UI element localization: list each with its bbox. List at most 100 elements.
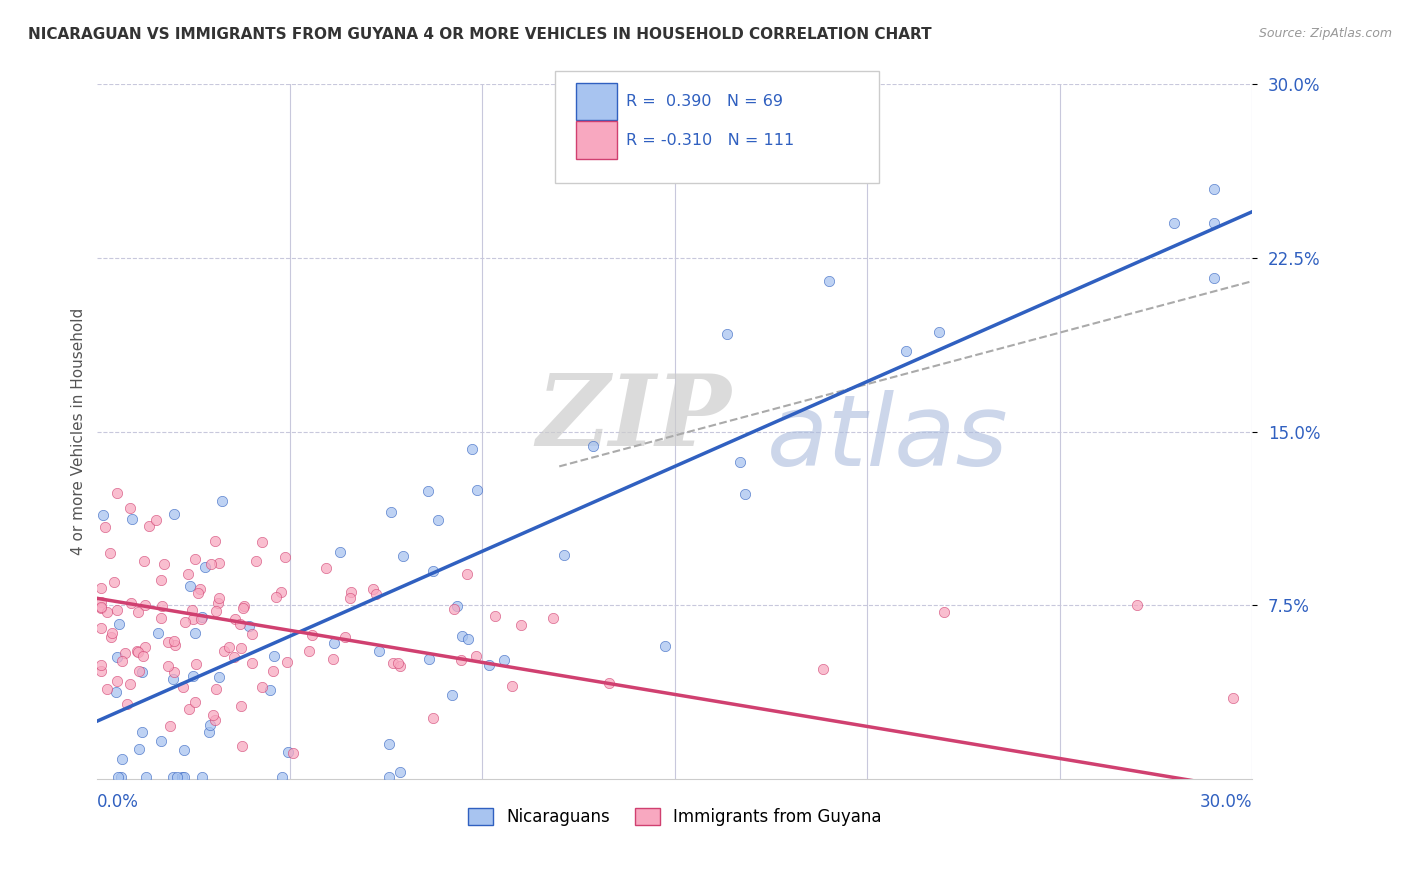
Point <box>218 640 240 654</box>
Point <box>817 274 839 288</box>
Point <box>163 665 186 680</box>
Text: Source: ZipAtlas.com: Source: ZipAtlas.com <box>1258 27 1392 40</box>
Point <box>380 505 402 519</box>
Point <box>934 605 956 619</box>
Point <box>456 566 478 581</box>
Point <box>111 654 134 668</box>
Point <box>138 518 160 533</box>
Point <box>333 630 356 644</box>
Point <box>366 587 388 601</box>
Point <box>127 645 149 659</box>
Point <box>240 626 263 640</box>
Point <box>388 764 411 779</box>
Point <box>340 584 363 599</box>
Point <box>120 677 142 691</box>
Point <box>1222 690 1244 705</box>
Point <box>103 574 125 589</box>
Point <box>96 605 118 619</box>
Text: atlas: atlas <box>768 390 1008 487</box>
Point <box>510 618 533 632</box>
Point <box>190 610 212 624</box>
Point <box>208 670 231 684</box>
Point <box>90 621 112 635</box>
Point <box>323 636 346 650</box>
Point <box>174 615 197 629</box>
Point <box>150 599 173 614</box>
Point <box>205 681 228 696</box>
Point <box>229 617 252 632</box>
Point <box>581 439 603 453</box>
Point <box>231 699 253 714</box>
Point <box>105 650 128 665</box>
Point <box>232 599 254 613</box>
Point <box>388 659 411 673</box>
Point <box>128 742 150 756</box>
Point <box>440 688 463 702</box>
Point <box>450 653 472 667</box>
Point <box>118 500 141 515</box>
Point <box>238 619 260 633</box>
Point <box>181 669 204 683</box>
Text: R =  0.390   N = 69: R = 0.390 N = 69 <box>626 95 783 109</box>
Point <box>928 325 950 339</box>
Point <box>541 611 564 625</box>
Point <box>339 591 361 605</box>
Point <box>188 582 211 596</box>
Point <box>368 644 391 658</box>
Point <box>207 591 229 605</box>
Point <box>212 643 235 657</box>
Point <box>451 629 474 643</box>
Point <box>240 656 263 670</box>
Point <box>117 698 139 712</box>
Point <box>204 533 226 548</box>
Point <box>100 630 122 644</box>
Point <box>90 600 112 615</box>
Point <box>128 664 150 678</box>
Point <box>145 513 167 527</box>
Point <box>198 718 221 732</box>
Point <box>177 701 200 715</box>
Point <box>464 649 486 664</box>
Point <box>146 626 169 640</box>
Point <box>135 770 157 784</box>
Point <box>190 612 212 626</box>
Point <box>222 650 245 665</box>
Point <box>157 634 180 648</box>
Point <box>150 611 173 625</box>
Point <box>211 493 233 508</box>
Point <box>200 557 222 571</box>
Point <box>134 640 156 654</box>
Point <box>270 585 292 599</box>
Point <box>183 625 205 640</box>
Point <box>184 695 207 709</box>
Point <box>501 679 523 693</box>
Point <box>166 770 188 784</box>
Point <box>134 554 156 568</box>
Point <box>90 601 112 615</box>
Point <box>107 616 129 631</box>
Point <box>598 676 620 690</box>
Point <box>90 595 112 609</box>
Point <box>378 770 401 784</box>
Point <box>191 770 214 784</box>
Point <box>152 557 174 571</box>
Point <box>207 596 229 610</box>
Point <box>107 770 129 784</box>
Point <box>728 455 751 469</box>
Point <box>179 579 201 593</box>
Point <box>654 639 676 653</box>
Point <box>894 343 917 358</box>
Point <box>181 612 204 626</box>
Point <box>416 483 439 498</box>
Point <box>156 659 179 673</box>
Point <box>298 644 321 658</box>
Point <box>271 770 294 784</box>
Point <box>446 599 468 613</box>
Text: 0.0%: 0.0% <box>97 793 139 811</box>
Point <box>734 487 756 501</box>
Point <box>184 551 207 566</box>
Point <box>422 564 444 578</box>
Point <box>378 737 401 751</box>
Point <box>484 609 506 624</box>
Point <box>716 327 738 342</box>
